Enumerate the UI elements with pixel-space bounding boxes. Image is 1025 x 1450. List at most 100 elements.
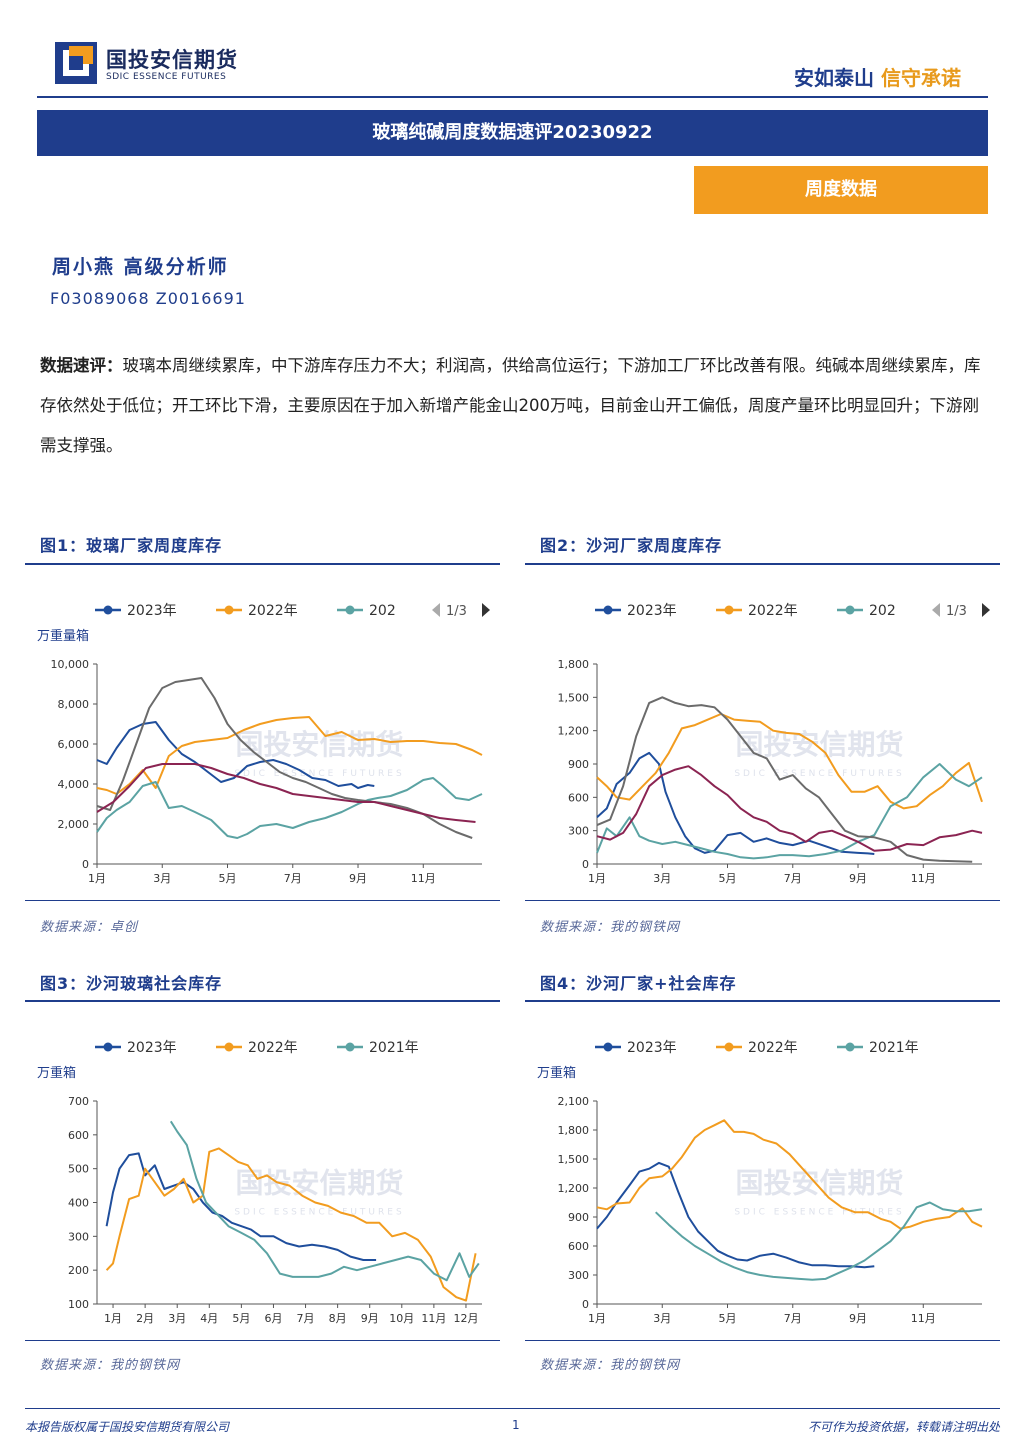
y-tick-label: 1,200 <box>558 725 590 738</box>
series-line <box>105 1147 477 1302</box>
x-tick-label: 5月 <box>232 1312 250 1325</box>
y-tick-label: 700 <box>68 1095 89 1108</box>
legend-label: 2023年 <box>127 603 177 619</box>
legend-label: 2021年 <box>869 1040 919 1056</box>
legend-label: 2023年 <box>127 1040 177 1056</box>
legend-marker <box>224 605 234 615</box>
legend-label: 2022年 <box>248 603 298 619</box>
figure-3-source: 数据来源：我的钢铁网 <box>40 1358 181 1373</box>
y-tick-label: 1,800 <box>558 658 590 671</box>
series-line <box>596 713 983 810</box>
figure-3-bottom-rule <box>25 1340 500 1341</box>
figure-1-bottom-rule <box>25 900 500 901</box>
legend-marker <box>103 605 113 615</box>
series-line <box>96 763 476 823</box>
y-tick-label: 1,800 <box>558 1124 590 1137</box>
author-name: 周小燕 高级分析师 <box>52 256 229 278</box>
report-title: 玻璃纯碱周度数据速评20230922 <box>37 110 988 156</box>
x-tick-label: 3月 <box>153 872 171 885</box>
footer-disclaimer: 不可作为投资依据，转载请注明出处 <box>807 1420 1000 1434</box>
legend-prev-icon <box>932 603 940 617</box>
x-tick-label: 5月 <box>719 1312 737 1325</box>
x-tick-label: 11月 <box>421 1312 446 1325</box>
x-tick-label: 5月 <box>719 872 737 885</box>
y-tick-label: 0 <box>582 858 589 871</box>
x-tick-label: 9月 <box>349 872 367 885</box>
figure-4-rule <box>525 1000 1000 1002</box>
series-line <box>655 1201 983 1281</box>
legend-next-icon <box>982 603 990 617</box>
slogan-part-1: 安如泰山 <box>794 66 875 90</box>
y-tick-label: 100 <box>68 1298 89 1311</box>
series-line <box>596 1161 875 1269</box>
x-tick-label: 1月 <box>588 872 606 885</box>
legend-label: 2022年 <box>748 603 798 619</box>
y-tick-label: 8,000 <box>58 698 90 711</box>
slogan-part-2: 信守承诺 <box>881 66 961 90</box>
y-tick-label: 600 <box>568 1240 589 1253</box>
x-tick-label: 3月 <box>168 1312 186 1325</box>
slogan: 安如泰山 信守承诺 <box>794 62 961 91</box>
legend-label: 2023年 <box>627 1040 677 1056</box>
y-tick-label: 2,100 <box>558 1095 590 1108</box>
y-tick-label: 6,000 <box>58 738 90 751</box>
logo-name-cn: 国投安信期货 <box>106 48 238 72</box>
x-tick-label: 9月 <box>849 872 867 885</box>
legend-marker <box>224 1042 234 1052</box>
x-tick-label: 9月 <box>849 1312 867 1325</box>
x-tick-label: 5月 <box>219 872 237 885</box>
figure-2-bottom-rule <box>525 900 1000 901</box>
series-line <box>96 721 375 789</box>
legend-label: 202 <box>369 603 396 619</box>
x-tick-label: 11月 <box>911 872 936 885</box>
x-tick-label: 7月 <box>284 872 302 885</box>
legend-marker <box>845 605 855 615</box>
y-tick-label: 900 <box>568 758 589 771</box>
y-tick-label: 4,000 <box>58 778 90 791</box>
legend-label: 2022年 <box>748 1040 798 1056</box>
figure-1-rule <box>25 563 500 565</box>
series-line <box>96 677 473 839</box>
x-tick-label: 1月 <box>88 872 106 885</box>
legend-marker <box>724 605 734 615</box>
legend-marker <box>345 1042 355 1052</box>
series-line <box>169 1120 480 1282</box>
x-tick-label: 10月 <box>389 1312 414 1325</box>
x-tick-label: 4月 <box>200 1312 218 1325</box>
figure-1-title: 图1：玻璃厂家周度库存 <box>40 536 223 555</box>
watermark-text: 国投安信期货 <box>235 1167 403 1200</box>
author-license: F03089068 Z0016691 <box>50 289 246 308</box>
series-line <box>96 716 483 795</box>
legend-next-icon <box>482 603 490 617</box>
y-tick-label: 1,200 <box>558 1182 590 1195</box>
y-tick-label: 400 <box>68 1197 89 1210</box>
legend-marker <box>103 1042 113 1052</box>
x-tick-label: 7月 <box>297 1312 315 1325</box>
summary-paragraph: 数据速评：玻璃本周继续累库，中下游库存压力不大；利润高，供给高位运行；下游加工厂… <box>40 346 985 466</box>
legend-marker <box>845 1042 855 1052</box>
legend-marker <box>345 605 355 615</box>
y-tick-label: 500 <box>68 1163 89 1176</box>
legend-label: 2021年 <box>369 1040 419 1056</box>
series-line <box>596 751 875 855</box>
x-tick-label: 8月 <box>329 1312 347 1325</box>
watermark-sub: SDIC ESSENCE FUTURES <box>734 1208 904 1218</box>
x-tick-label: 7月 <box>784 872 802 885</box>
footer-divider <box>25 1408 1000 1409</box>
company-logo-icon <box>55 42 97 84</box>
legend-prev-icon <box>432 603 440 617</box>
x-tick-label: 3月 <box>653 1312 671 1325</box>
report-category-tag: 周度数据 <box>694 166 988 214</box>
x-tick-label: 6月 <box>264 1312 282 1325</box>
legend-label: 202 <box>869 603 896 619</box>
watermark-text: 国投安信期货 <box>235 728 403 761</box>
series-line <box>596 763 983 860</box>
y-tick-label: 300 <box>568 1269 589 1282</box>
watermark-text: 国投安信期货 <box>735 1167 903 1200</box>
x-tick-label: 11月 <box>411 872 436 885</box>
figure-2-chart: 2023年 2022年 202 1/3 国投安信期货 SDIC ESSENCE FUTUR… <box>558 603 990 885</box>
legend-label: 2022年 <box>248 1040 298 1056</box>
